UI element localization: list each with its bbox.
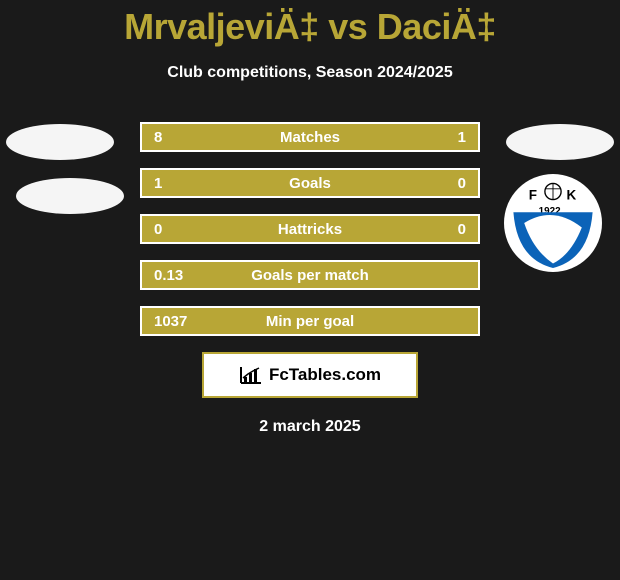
club-logo-svg: F K 1922 xyxy=(508,178,598,268)
widget-container: MrvaljeviÄ‡ vs DaciÄ‡ Club competitions,… xyxy=(0,0,620,436)
stat-right-value: 0 xyxy=(388,175,478,192)
stat-right-value: 1 xyxy=(388,129,478,146)
stat-row-hattricks: 0 Hattricks 0 xyxy=(140,214,480,244)
match-date: 2 march 2025 xyxy=(0,418,620,436)
stat-row-matches: 8 Matches 1 xyxy=(140,122,480,152)
stat-left-value: 0 xyxy=(142,221,232,238)
stat-label: Goals per match xyxy=(232,267,388,284)
brand-text: FcTables.com xyxy=(269,365,381,385)
player-right-avatar-1 xyxy=(506,124,614,160)
stat-label: Goals xyxy=(232,175,388,192)
player-left-avatar-2 xyxy=(16,178,124,214)
stat-row-goals: 1 Goals 0 xyxy=(140,168,480,198)
stat-left-value: 0.13 xyxy=(142,267,232,284)
stat-row-min-per-goal: 1037 Min per goal xyxy=(140,306,480,336)
stats-section: F K 1922 8 Matches 1 1 Goals 0 0 Hattric… xyxy=(0,122,620,436)
stat-right-value: 0 xyxy=(388,221,478,238)
page-title: MrvaljeviÄ‡ vs DaciÄ‡ xyxy=(0,0,620,48)
brand-link[interactable]: FcTables.com xyxy=(202,352,418,398)
stat-label: Min per goal xyxy=(232,313,388,330)
club-logo: F K 1922 xyxy=(504,174,602,272)
stat-left-value: 8 xyxy=(142,129,232,146)
stat-left-value: 1037 xyxy=(142,313,232,330)
stat-label: Matches xyxy=(232,129,388,146)
stat-left-value: 1 xyxy=(142,175,232,192)
season-subtitle: Club competitions, Season 2024/2025 xyxy=(0,64,620,82)
player-left-avatar-1 xyxy=(6,124,114,160)
club-logo-letter-k: K xyxy=(567,188,577,203)
stat-label: Hattricks xyxy=(232,221,388,238)
club-logo-letter-f: F xyxy=(529,188,537,203)
bar-chart-icon xyxy=(239,365,263,385)
stat-row-goals-per-match: 0.13 Goals per match xyxy=(140,260,480,290)
